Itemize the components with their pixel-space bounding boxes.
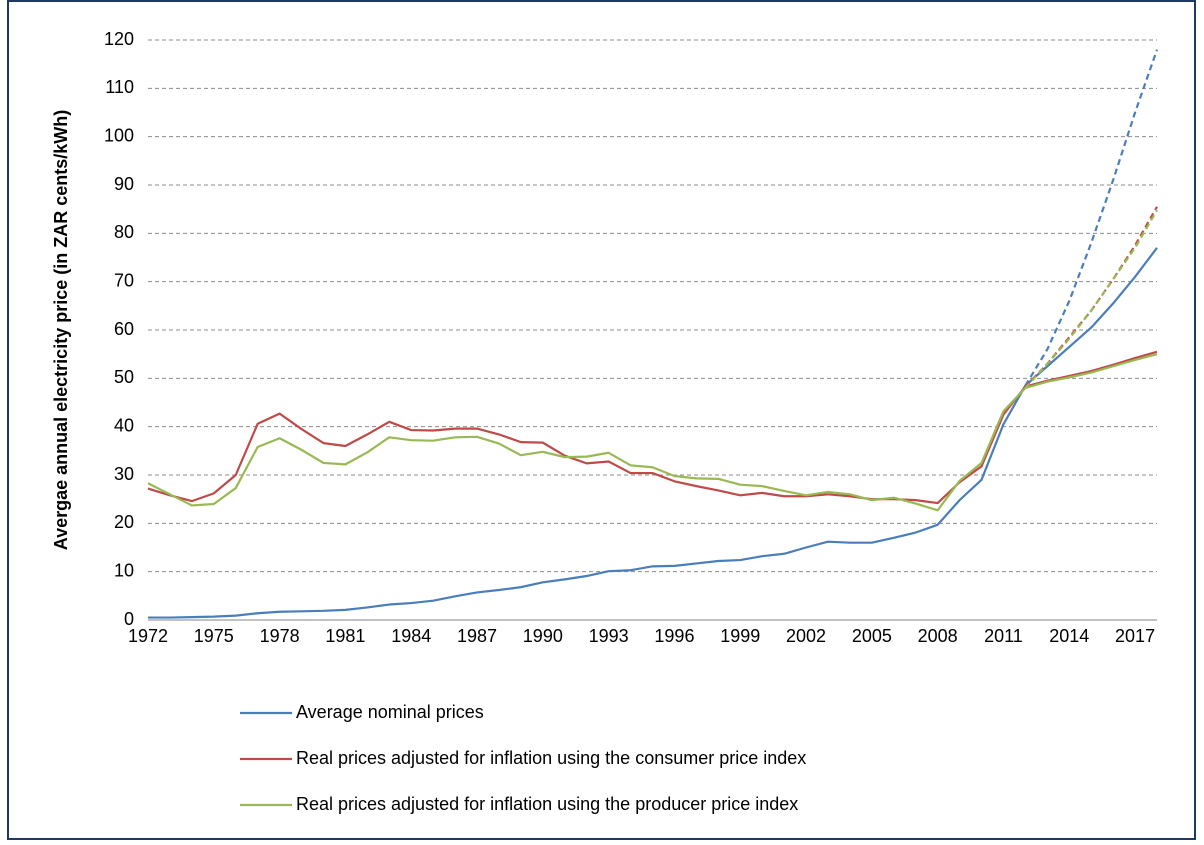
y-tick-label: 0 xyxy=(124,609,134,629)
x-tick-label: 2014 xyxy=(1049,626,1089,646)
y-tick-label: 110 xyxy=(105,77,134,97)
x-tick-label: 2002 xyxy=(786,626,826,646)
x-tick-label: 2017 xyxy=(1115,626,1155,646)
legend-label: Real prices adjusted for inflation using… xyxy=(296,794,798,814)
chart-frame xyxy=(7,0,1196,840)
y-tick-label: 50 xyxy=(114,367,134,387)
x-tick-label: 1984 xyxy=(391,626,431,646)
legend-label: Real prices adjusted for inflation using… xyxy=(296,748,806,768)
x-tick-label: 1981 xyxy=(325,626,365,646)
x-tick-label: 2005 xyxy=(852,626,892,646)
series-line xyxy=(147,350,1158,505)
y-tick-label: 20 xyxy=(114,512,134,532)
y-tick-label: 80 xyxy=(114,222,134,242)
x-tick-label: 1993 xyxy=(589,626,629,646)
x-tick-label: 1987 xyxy=(457,626,497,646)
x-tick-label: 2011 xyxy=(984,626,1023,646)
series-line xyxy=(147,353,1158,512)
y-tick-label: 120 xyxy=(104,29,134,49)
y-tick-label: 30 xyxy=(114,464,134,484)
y-tick-label: 10 xyxy=(114,560,134,580)
series-dashed-line xyxy=(1024,209,1158,389)
x-tick-label: 1975 xyxy=(194,626,234,646)
x-tick-label: 1996 xyxy=(654,626,694,646)
x-tick-label: 1999 xyxy=(720,626,760,646)
y-tick-label: 100 xyxy=(104,125,134,145)
x-tick-label: 1972 xyxy=(128,626,168,646)
x-tick-label: 1990 xyxy=(523,626,563,646)
y-tick-label: 90 xyxy=(114,174,134,194)
y-tick-label: 60 xyxy=(114,319,134,339)
series-dashed-line xyxy=(1024,49,1159,387)
legend-label: Average nominal prices xyxy=(296,702,484,722)
series-line xyxy=(148,247,1158,619)
y-tick-label: 40 xyxy=(114,415,134,435)
x-tick-label: 2008 xyxy=(918,626,958,646)
x-tick-label: 1978 xyxy=(260,626,300,646)
y-tick-label: 70 xyxy=(114,270,134,290)
y-axis-title: Avergae annual electricity price (in ZAR… xyxy=(51,110,71,550)
